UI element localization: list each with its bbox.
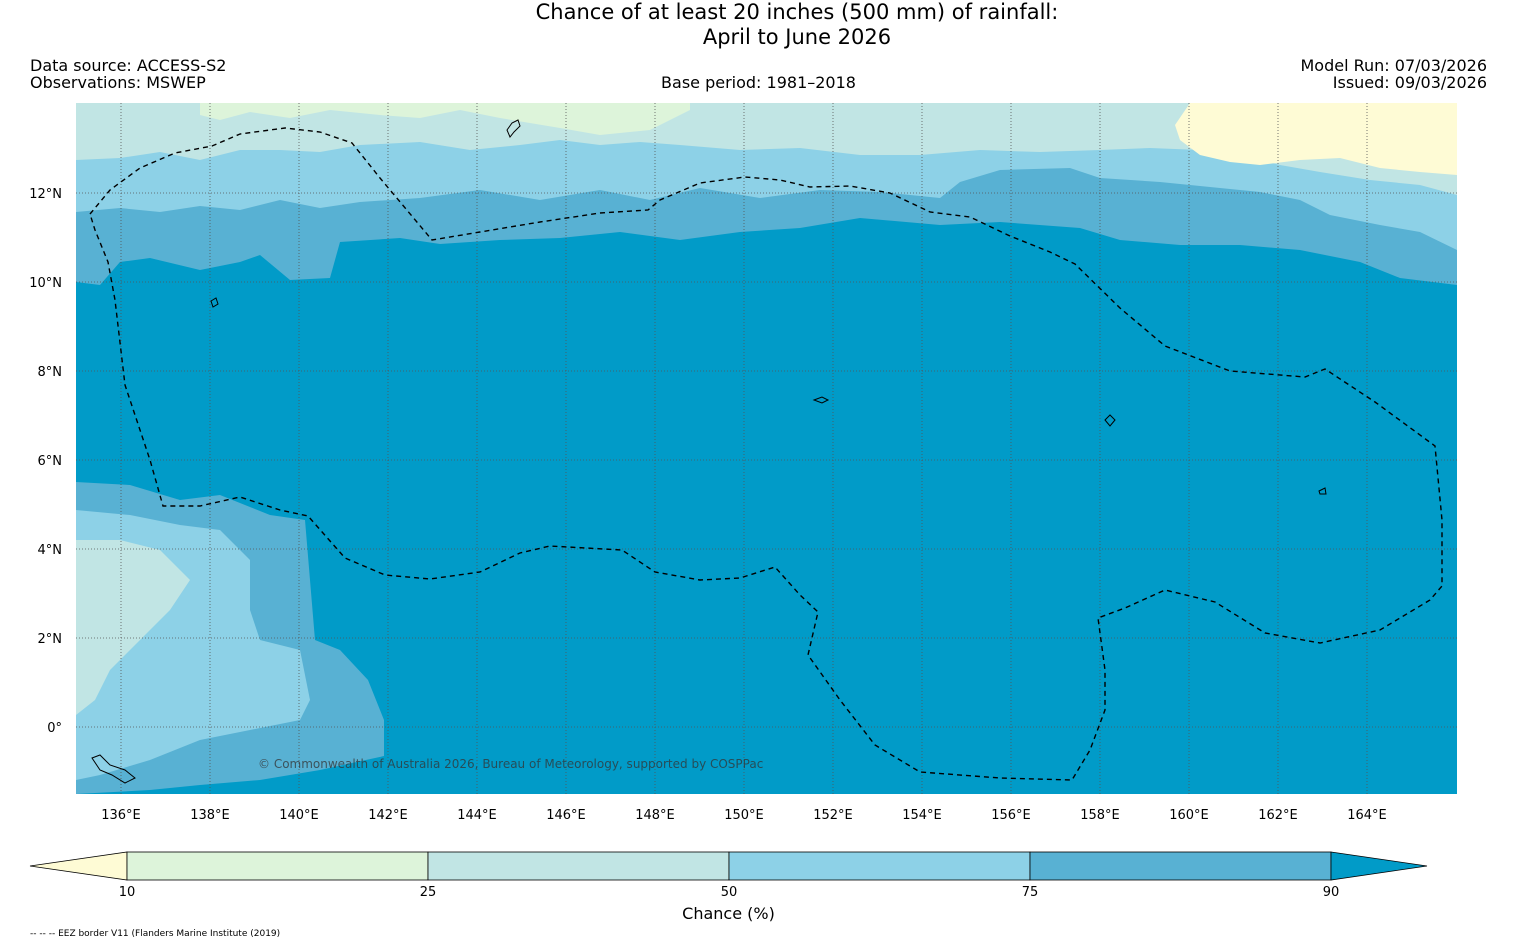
lon-label-146: 146°E bbox=[546, 808, 586, 823]
data-source: Data source: ACCESS-S2 bbox=[30, 56, 227, 75]
longitude-labels: 136°E 138°E 140°E 142°E 144°E 146°E 148°… bbox=[101, 808, 1387, 823]
lat-label-4n: 4°N bbox=[38, 543, 63, 558]
graticule bbox=[76, 103, 1457, 794]
lat-label-10n: 10°N bbox=[29, 276, 62, 291]
title-line-1: Chance of at least 20 inches (500 mm) of… bbox=[535, 0, 1059, 24]
base-period: Base period: 1981–2018 bbox=[661, 73, 856, 92]
colorbar-segment-25-50 bbox=[427, 851, 730, 881]
lon-label-156: 156°E bbox=[991, 808, 1031, 823]
colorbar-tick-10: 10 bbox=[119, 885, 136, 900]
lat-label-2n: 2°N bbox=[38, 632, 63, 647]
map-title: Chance of at least 20 inches (500 mm) of… bbox=[0, 0, 1517, 50]
colorbar-tick-90: 90 bbox=[1323, 885, 1340, 900]
lat-label-12n: 12°N bbox=[29, 187, 62, 202]
colorbar-segment-gt90 bbox=[1330, 851, 1428, 881]
lon-label-144: 144°E bbox=[457, 808, 497, 823]
zone-sw-25-50 bbox=[76, 540, 190, 715]
latitude-labels: 12°N 10°N 8°N 6°N 4°N 2°N 0° bbox=[29, 187, 62, 736]
lat-label-8n: 8°N bbox=[38, 365, 63, 380]
zone-10-25 bbox=[200, 103, 690, 135]
eez-border bbox=[89, 127, 1443, 781]
colorbar-tick-25: 25 bbox=[420, 885, 437, 900]
lon-label-140: 140°E bbox=[279, 808, 319, 823]
colorbar-segment-75-90 bbox=[1029, 851, 1332, 881]
island-new-guinea bbox=[91, 754, 136, 784]
lon-label-154: 154°E bbox=[902, 808, 942, 823]
lat-label-6n: 6°N bbox=[38, 454, 63, 469]
zone-25-50 bbox=[76, 103, 1457, 195]
lon-label-162: 162°E bbox=[1258, 808, 1298, 823]
lon-label-138: 138°E bbox=[190, 808, 230, 823]
observations: Observations: MSWEP bbox=[30, 73, 206, 92]
colorbar-segment-10-25 bbox=[126, 851, 429, 881]
colorbar-segment-50-75 bbox=[728, 851, 1031, 881]
probability-field bbox=[76, 103, 1457, 794]
island-guam bbox=[506, 119, 521, 138]
island-kosrae bbox=[1318, 487, 1327, 495]
colorbar-tick-75: 75 bbox=[1022, 885, 1039, 900]
lon-label-164: 164°E bbox=[1347, 808, 1387, 823]
island-pohnpei bbox=[1104, 414, 1116, 427]
colorbar-title: Chance (%) bbox=[682, 904, 775, 923]
zone-lt10 bbox=[1175, 103, 1457, 175]
lon-label-152: 152°E bbox=[813, 808, 853, 823]
lon-label-150: 150°E bbox=[724, 808, 764, 823]
issued-date: Issued: 09/03/2026 bbox=[1332, 73, 1487, 92]
lon-label-142: 142°E bbox=[368, 808, 408, 823]
model-run: Model Run: 07/03/2026 bbox=[1300, 56, 1488, 75]
lon-label-148: 148°E bbox=[635, 808, 675, 823]
colorbar-segment-lt10 bbox=[29, 851, 128, 881]
colorbar-tick-50: 50 bbox=[721, 885, 738, 900]
lon-label-158: 158°E bbox=[1080, 808, 1120, 823]
copyright-notice: © Commonwealth of Australia 2026, Bureau… bbox=[258, 757, 763, 771]
lon-label-160: 160°E bbox=[1169, 808, 1209, 823]
island-yap bbox=[210, 297, 219, 308]
island-chuuk bbox=[812, 396, 830, 404]
title-line-2: April to June 2026 bbox=[702, 25, 892, 49]
lon-label-136: 136°E bbox=[101, 808, 141, 823]
colorbar: 10 25 50 75 90 bbox=[29, 851, 1428, 900]
lat-label-0: 0° bbox=[47, 721, 62, 736]
eez-footnote: -- -- -- EEZ border V11 (Flanders Marine… bbox=[30, 929, 281, 939]
